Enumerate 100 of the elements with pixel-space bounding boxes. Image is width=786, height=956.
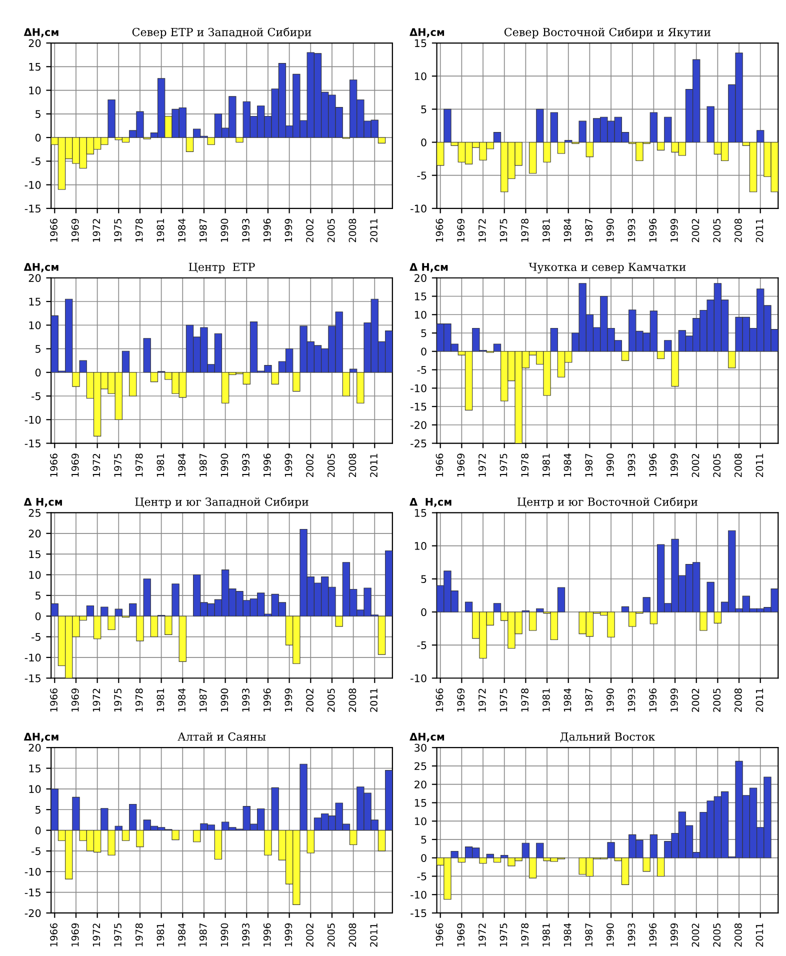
- y-tick-label: 10: [29, 785, 41, 794]
- x-tick-label: 2008: [348, 688, 356, 712]
- chart-title: Чукотка и север Камчатки: [528, 262, 686, 274]
- y-tick-label: 30: [414, 744, 426, 752]
- x-tick-label: 2002: [692, 924, 700, 947]
- x-tick-label: 1966: [436, 218, 444, 242]
- x-tick-label: 2002: [306, 219, 314, 242]
- x-tick-label: 1999: [284, 688, 292, 712]
- x-tick-label: 1975: [500, 688, 508, 712]
- x-tick-label: 1984: [564, 454, 572, 477]
- x-tick-label: 2005: [327, 454, 335, 478]
- y-tick-label: 15: [29, 298, 40, 306]
- x-tick-label: 1984: [564, 688, 572, 712]
- y-tick-label: 15: [414, 799, 426, 807]
- x-tick-label: 1993: [242, 218, 250, 242]
- y-tick-label: 5: [36, 345, 40, 353]
- x-tick-label: 1990: [606, 688, 614, 712]
- x-tick-label: 2011: [370, 454, 378, 478]
- x-tick-label: 1993: [242, 688, 250, 712]
- x-tick-label: 2011: [370, 924, 378, 947]
- y-tick-label: 10: [29, 570, 41, 579]
- y-axis-title: Δ Н,см: [24, 498, 62, 508]
- x-tick-label: 1972: [478, 219, 486, 242]
- x-tick-label: 1996: [263, 454, 271, 477]
- y-tick-label: 10: [414, 542, 426, 550]
- x-tick-label: 2008: [348, 218, 356, 242]
- y-tick-label: 20: [414, 274, 426, 282]
- chart-title: Север ЕТР и Западной Сибири: [132, 27, 312, 38]
- y-tick-label: 0: [421, 854, 426, 862]
- chart-title: Центр и юг Западной Сибири: [135, 497, 308, 508]
- x-tick-label: 1966: [50, 454, 58, 477]
- y-tick-label: 10: [29, 86, 41, 94]
- y-tick-label: 5: [421, 329, 426, 338]
- x-tick-label: 1996: [649, 218, 657, 242]
- y-axis-title: Δ Н,см: [410, 263, 448, 272]
- x-tick-label: 2011: [370, 688, 378, 712]
- x-tick-label: 1981: [156, 924, 164, 946]
- x-tick-label: 1978: [135, 218, 143, 242]
- y-tick-label: 5: [421, 575, 426, 583]
- y-tick-label: -5: [31, 158, 40, 166]
- x-tick-label: 1972: [478, 688, 486, 712]
- y-tick-label: 20: [28, 39, 41, 48]
- y-tick-label: 5: [36, 110, 40, 118]
- x-tick-label: 1966: [50, 218, 58, 242]
- x-tick-label: 1975: [114, 924, 122, 946]
- x-tick-label: 1981: [156, 219, 164, 242]
- x-tick-label: 1966: [436, 923, 444, 946]
- x-tick-label: 1978: [135, 688, 143, 712]
- y-tick-label: -5: [417, 872, 426, 880]
- x-tick-label: 1969: [71, 218, 79, 242]
- y-tick-label: 0: [35, 134, 41, 142]
- x-tick-label: 1990: [606, 454, 614, 477]
- x-tick-label: 1990: [606, 218, 614, 242]
- y-tick-label: -10: [24, 416, 41, 424]
- y-tick-label: 0: [35, 612, 41, 620]
- y-tick-label: 15: [29, 550, 40, 558]
- x-tick-label: 1984: [564, 923, 572, 946]
- y-tick-label: -10: [410, 674, 426, 682]
- x-tick-label: 1996: [263, 688, 271, 712]
- x-tick-label: 1993: [628, 218, 636, 242]
- x-tick-label: 1987: [199, 218, 207, 242]
- y-tick-label: -5: [31, 847, 40, 856]
- y-tick-label: 5: [36, 806, 40, 814]
- y-tick-label: 25: [28, 508, 40, 517]
- y-tick-label: -5: [417, 366, 426, 374]
- x-tick-label: 1984: [178, 923, 186, 946]
- x-tick-label: 1981: [156, 454, 164, 477]
- x-tick-label: 1972: [92, 219, 100, 242]
- x-tick-label: 1996: [649, 923, 657, 946]
- y-tick-label: -5: [31, 633, 40, 641]
- y-tick-label: -10: [410, 204, 426, 213]
- x-tick-label: 1975: [114, 218, 122, 242]
- x-tick-label: 1990: [606, 923, 614, 946]
- y-tick-label: 5: [421, 106, 426, 114]
- x-tick-label: 2002: [692, 219, 700, 242]
- x-tick-label: 1993: [628, 923, 636, 946]
- y-tick-label: -5: [31, 392, 40, 400]
- y-tick-label: 0: [421, 138, 426, 146]
- x-tick-label: 1972: [478, 924, 486, 946]
- y-tick-label: -20: [24, 909, 41, 918]
- x-tick-label: 2002: [306, 688, 314, 712]
- x-tick-label: 1966: [50, 688, 58, 712]
- x-tick-label: 1966: [436, 454, 444, 477]
- x-tick-label: 1975: [500, 924, 508, 946]
- x-tick-label: 2002: [306, 924, 314, 947]
- chart-title: Алтай и Саяны: [178, 732, 266, 741]
- x-tick-label: 1990: [220, 688, 228, 712]
- x-tick-label: 1993: [628, 454, 636, 477]
- x-tick-label: 2011: [756, 924, 764, 947]
- y-tick-label: 20: [28, 274, 41, 282]
- y-tick-label: 15: [414, 509, 426, 517]
- x-tick-label: 2005: [327, 218, 335, 242]
- x-tick-label: 1981: [542, 688, 550, 712]
- x-tick-label: 2011: [756, 688, 764, 712]
- y-tick-label: 15: [414, 39, 426, 48]
- x-tick-label: 2008: [348, 454, 356, 478]
- x-tick-label: 2011: [370, 219, 378, 242]
- chart-title: Центр ЕТР: [188, 262, 255, 274]
- x-tick-label: 2008: [734, 923, 742, 947]
- y-tick-label: 15: [29, 63, 40, 71]
